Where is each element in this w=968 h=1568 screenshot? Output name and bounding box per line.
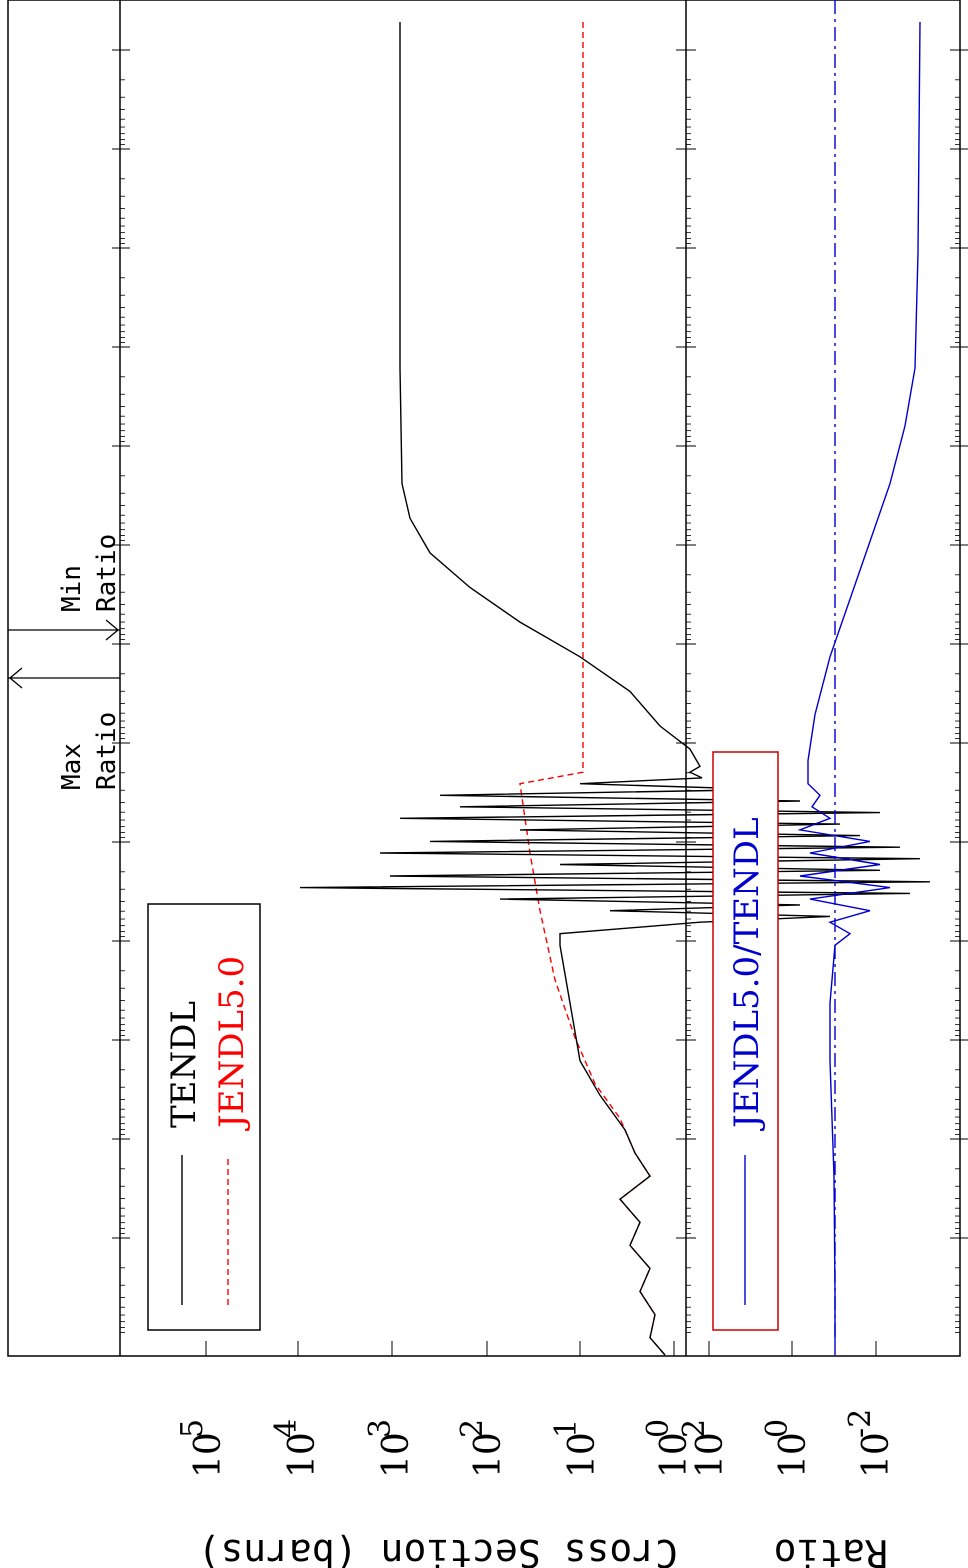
y-tick-label-bottom: 100 (760, 1419, 814, 1478)
tick-label-exponent: 0 (760, 1419, 795, 1438)
y-tick-label-bottom: 10-2 (843, 1409, 897, 1478)
y-tick-label-top: 101 (549, 1419, 603, 1478)
tick-marks (112, 49, 968, 1356)
y-tick-label-bottom: 102 (677, 1419, 731, 1478)
y-axis-title-bottom: Ratio (774, 1531, 888, 1568)
y-tick-label-top: 104 (269, 1419, 323, 1478)
arrow-head (8, 667, 23, 689)
series-line-jendl5-0 (519, 22, 666, 1356)
annotation-max-ratio-line2: Ratio (92, 712, 122, 790)
tick-label-base: 10 (654, 1432, 695, 1478)
arrow-head (105, 619, 120, 641)
tick-label-exponent: 4 (269, 1419, 304, 1438)
tick-label-base: 10 (562, 1432, 603, 1478)
legend-label-ratio: JENDL5.0/TENDL (727, 817, 767, 1131)
tick-label-exponent: 5 (175, 1419, 210, 1438)
tick-label-base: 10 (376, 1432, 417, 1478)
tick-label-base: 10 (188, 1432, 229, 1478)
tick-label-base: 10 (773, 1432, 814, 1478)
series-line-jendl5-0-tendl (797, 21, 921, 1355)
y-axis-title-top: Cross Section (barns) (198, 1531, 678, 1568)
y-tick-label-top: 100 (641, 1419, 695, 1478)
series-lines (299, 0, 931, 1356)
y-tick-label-top: 105 (175, 1419, 229, 1478)
tick-label-base: 10 (690, 1432, 731, 1478)
tick-label-exponent: 2 (455, 1419, 490, 1438)
tick-label-exponent: 3 (363, 1419, 398, 1438)
tick-label-exponent: 2 (677, 1419, 712, 1438)
annotation-max-ratio: Max (57, 743, 87, 790)
annotation-min-ratio-line2: Ratio (92, 534, 122, 612)
legend-label-tendl: TENDL (164, 1001, 204, 1128)
legend-box-top (147, 903, 261, 1331)
legend-label-jendl: JENDL5.0 (212, 956, 252, 1131)
annotation-min-ratio: Min (57, 565, 87, 612)
tick-label-exponent: -2 (843, 1409, 878, 1438)
tick-label-base: 10 (282, 1432, 323, 1478)
tick-label-base: 10 (468, 1432, 509, 1478)
series-line-tendl (299, 22, 931, 1356)
tick-label-base: 10 (856, 1432, 897, 1478)
tick-label-exponent: 0 (641, 1419, 676, 1438)
y-tick-label-top: 102 (455, 1419, 509, 1478)
tick-label-exponent: 1 (549, 1419, 584, 1438)
y-tick-label-top: 103 (363, 1419, 417, 1478)
legends: TENDL JENDL5.0 JENDL5.0/TENDL (147, 751, 779, 1331)
